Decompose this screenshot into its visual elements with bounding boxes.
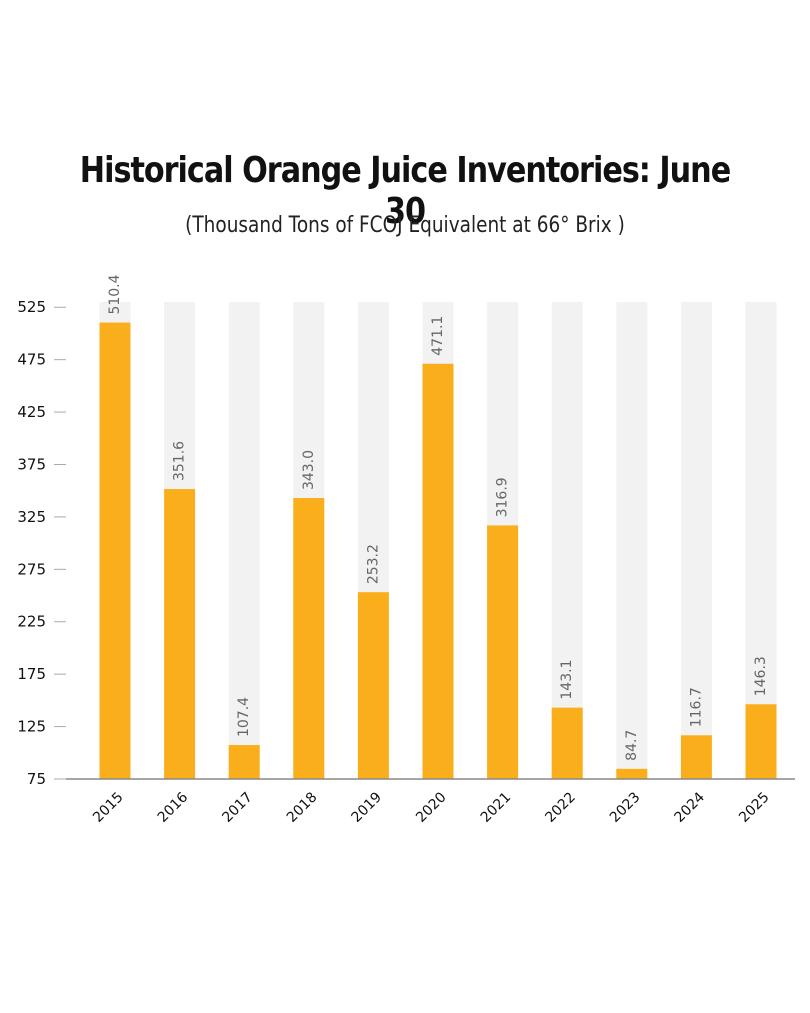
bar-2018 xyxy=(293,498,325,779)
data-label-2024: 116.7 xyxy=(688,687,704,727)
bar-track-2017 xyxy=(228,302,260,779)
x-tick-2019: 2019 xyxy=(349,789,386,826)
bar-2019 xyxy=(357,592,389,779)
x-tick-2021: 2021 xyxy=(478,789,515,826)
y-tick-75: 75 xyxy=(27,770,46,788)
data-label-2022: 143.1 xyxy=(559,660,575,700)
data-label-2020: 471.1 xyxy=(430,316,446,356)
x-tick-2018: 2018 xyxy=(284,789,321,826)
bar-2016 xyxy=(164,489,196,779)
x-tick-2015: 2015 xyxy=(90,789,127,826)
y-axis: 75 125 175 225 275 325 375 425 475 525 xyxy=(17,298,66,788)
bar-2024 xyxy=(680,735,712,779)
chart-subtitle: (Thousand Tons of FCOJ Equivalent at 66°… xyxy=(185,213,625,238)
y-tick-125: 125 xyxy=(17,718,46,736)
data-label-2016: 351.6 xyxy=(172,441,188,481)
bar-2020 xyxy=(422,363,454,779)
data-label-2025: 146.3 xyxy=(753,656,769,696)
x-tick-2020: 2020 xyxy=(413,789,450,826)
y-tick-375: 375 xyxy=(17,455,46,473)
x-axis: 2015 2016 2017 2018 2019 2020 2021 2022 2023 2024… xyxy=(66,778,795,826)
bar-2022 xyxy=(551,707,583,779)
x-tick-2025: 2025 xyxy=(736,789,773,826)
data-labels: 510.4 351.6 107.4 343.0 253.2 471.1 316.9 143.1… xyxy=(107,274,769,760)
bars xyxy=(99,322,777,779)
bar-2025 xyxy=(745,704,777,779)
data-label-2018: 343.0 xyxy=(301,450,317,490)
y-tick-475: 475 xyxy=(17,351,46,369)
x-tick-2023: 2023 xyxy=(607,789,644,826)
y-tick-525: 525 xyxy=(17,298,46,316)
data-label-2017: 107.4 xyxy=(236,697,252,737)
data-label-2023: 84.7 xyxy=(624,730,640,761)
x-tick-2017: 2017 xyxy=(219,789,256,826)
data-label-2019: 253.2 xyxy=(365,544,381,584)
data-label-2021: 316.9 xyxy=(495,477,511,517)
y-tick-325: 325 xyxy=(17,508,46,526)
x-tick-2016: 2016 xyxy=(155,789,192,826)
data-label-2015: 510.4 xyxy=(107,274,123,314)
y-tick-225: 225 xyxy=(17,613,46,631)
y-tick-175: 175 xyxy=(17,665,46,683)
chart-title: Historical Orange Juice Inventories: Jun… xyxy=(79,150,731,232)
bar-2015 xyxy=(99,322,131,779)
x-tick-2024: 2024 xyxy=(672,789,709,826)
y-tick-275: 275 xyxy=(17,560,46,578)
bar-track-2025 xyxy=(745,302,777,779)
bar-2023 xyxy=(616,768,648,779)
bar-2021 xyxy=(487,525,519,779)
y-tick-425: 425 xyxy=(17,403,46,421)
x-tick-2022: 2022 xyxy=(542,789,579,826)
bar-track-2024 xyxy=(680,302,712,779)
bar-2017 xyxy=(228,745,260,779)
bar-track-2023 xyxy=(616,302,648,779)
bar-track-2022 xyxy=(551,302,583,779)
